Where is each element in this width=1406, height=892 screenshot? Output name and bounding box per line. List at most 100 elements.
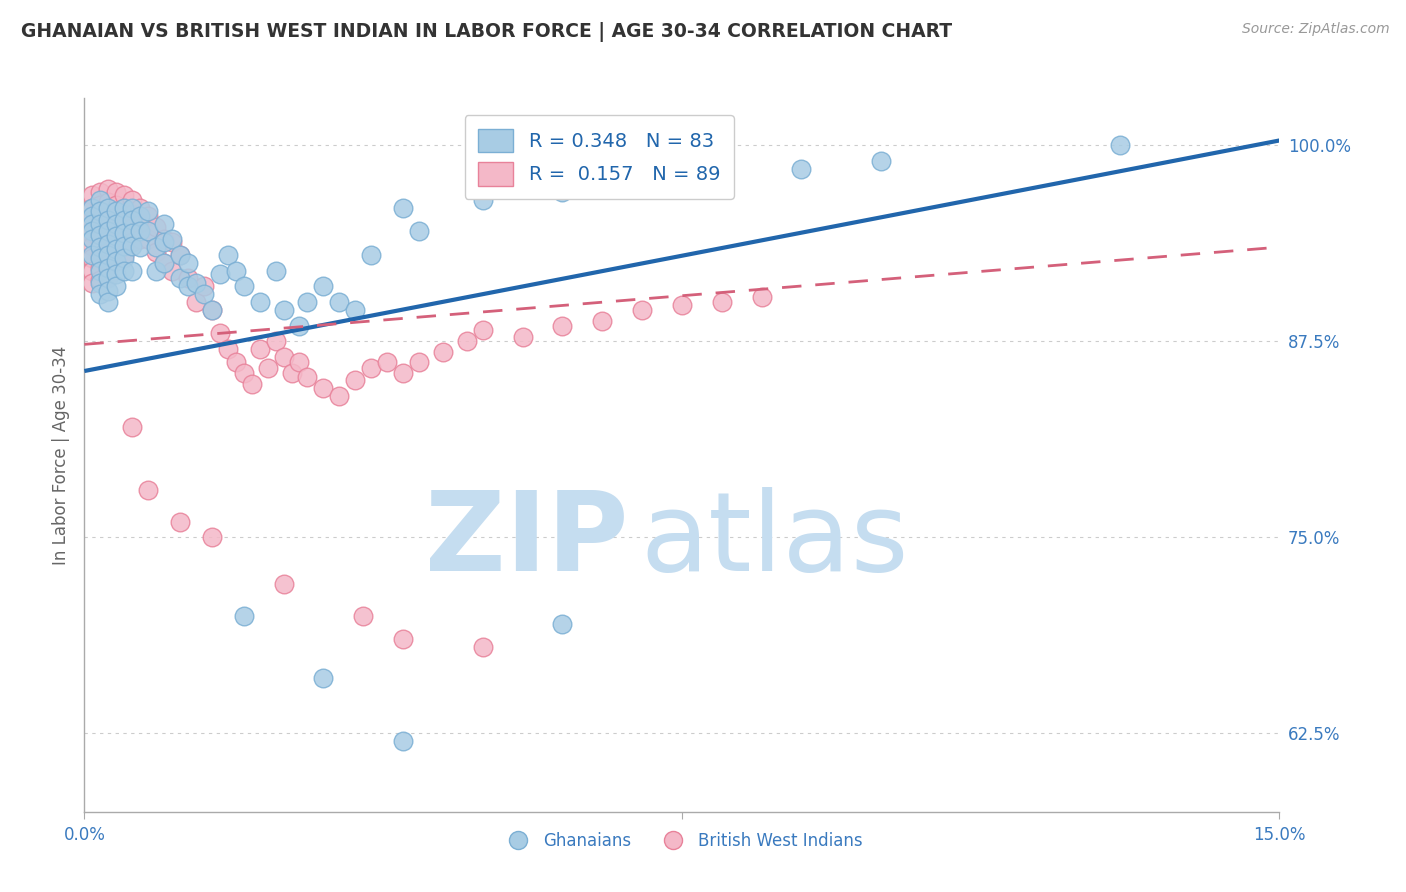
Point (591, 314, 613, 328)
Point (121, 226, 143, 240)
Point (89, 263, 111, 277)
Point (82, 201, 104, 215)
Text: GHANAIAN VS BRITISH WEST INDIAN IN LABOR FORCE | AGE 30-34 CORRELATION CHART: GHANAIAN VS BRITISH WEST INDIAN IN LABOR… (21, 22, 952, 42)
Point (710, 295, 733, 310)
Point (97, 295, 120, 310)
Point (82, 263, 104, 277)
Point (82, 209, 104, 223)
Point (136, 209, 159, 223)
Point (82, 248, 104, 262)
Point (232, 366, 254, 380)
Point (201, 530, 224, 544)
Point (97, 182, 120, 196)
Point (97, 271, 120, 285)
Point (129, 201, 152, 215)
Point (121, 193, 143, 207)
Point (153, 256, 176, 270)
Point (392, 366, 415, 380)
Point (112, 251, 135, 265)
Point (89, 240, 111, 254)
Point (89, 251, 111, 265)
Point (97, 269, 120, 284)
Point (121, 263, 143, 277)
Point (105, 223, 128, 237)
Point (217, 248, 239, 262)
Point (82, 213, 104, 227)
Point (105, 267, 128, 281)
Point (112, 213, 135, 227)
Point (97, 260, 120, 275)
Point (112, 188, 135, 202)
Point (328, 389, 350, 403)
Point (89, 204, 111, 219)
Point (360, 360, 382, 375)
Point (249, 295, 271, 310)
Point (97, 219, 120, 234)
Point (169, 271, 191, 285)
Point (1109, 138, 1132, 153)
Point (710, 172, 733, 186)
Text: atlas: atlas (640, 487, 908, 594)
Point (82, 224, 104, 238)
Point (82, 217, 104, 231)
Point (82, 188, 104, 202)
Point (160, 235, 183, 250)
Point (456, 334, 478, 349)
Point (790, 161, 813, 176)
Point (280, 366, 302, 380)
Point (671, 298, 693, 312)
Point (273, 302, 295, 317)
Point (82, 276, 104, 290)
Point (328, 295, 350, 310)
Point (232, 608, 254, 623)
Point (105, 217, 128, 231)
Point (153, 217, 176, 231)
Point (153, 256, 176, 270)
Point (177, 271, 200, 285)
Point (82, 251, 104, 265)
Point (97, 244, 120, 259)
Point (121, 235, 143, 250)
Point (112, 248, 135, 262)
Point (89, 235, 111, 250)
Point (89, 260, 111, 275)
Point (97, 224, 120, 238)
Text: Source: ZipAtlas.com: Source: ZipAtlas.com (1241, 22, 1389, 37)
Point (208, 267, 231, 281)
Point (375, 354, 398, 368)
Point (89, 248, 111, 262)
Point (129, 232, 152, 246)
Point (432, 345, 454, 359)
Point (105, 254, 128, 268)
Point (288, 354, 311, 368)
Point (97, 201, 120, 215)
Point (105, 235, 128, 250)
Point (97, 213, 120, 227)
Point (105, 204, 128, 219)
Point (89, 287, 111, 301)
Point (97, 207, 120, 221)
Point (201, 302, 224, 317)
Legend: Ghanaians, British West Indians: Ghanaians, British West Indians (495, 826, 869, 857)
Point (89, 198, 111, 212)
Point (112, 213, 135, 227)
Point (344, 373, 367, 387)
Point (105, 248, 128, 262)
Point (471, 323, 494, 337)
Point (129, 224, 152, 238)
Point (392, 734, 415, 748)
Point (177, 279, 200, 293)
Point (89, 273, 111, 287)
Point (145, 263, 167, 277)
Point (89, 276, 111, 290)
Point (312, 381, 335, 395)
Point (360, 248, 382, 262)
Point (89, 211, 111, 225)
Point (97, 257, 120, 271)
Point (193, 287, 215, 301)
Point (112, 263, 135, 277)
Y-axis label: In Labor Force | Age 30-34: In Labor Force | Age 30-34 (52, 345, 70, 565)
Point (129, 217, 152, 231)
Point (631, 302, 654, 317)
Point (129, 209, 152, 223)
